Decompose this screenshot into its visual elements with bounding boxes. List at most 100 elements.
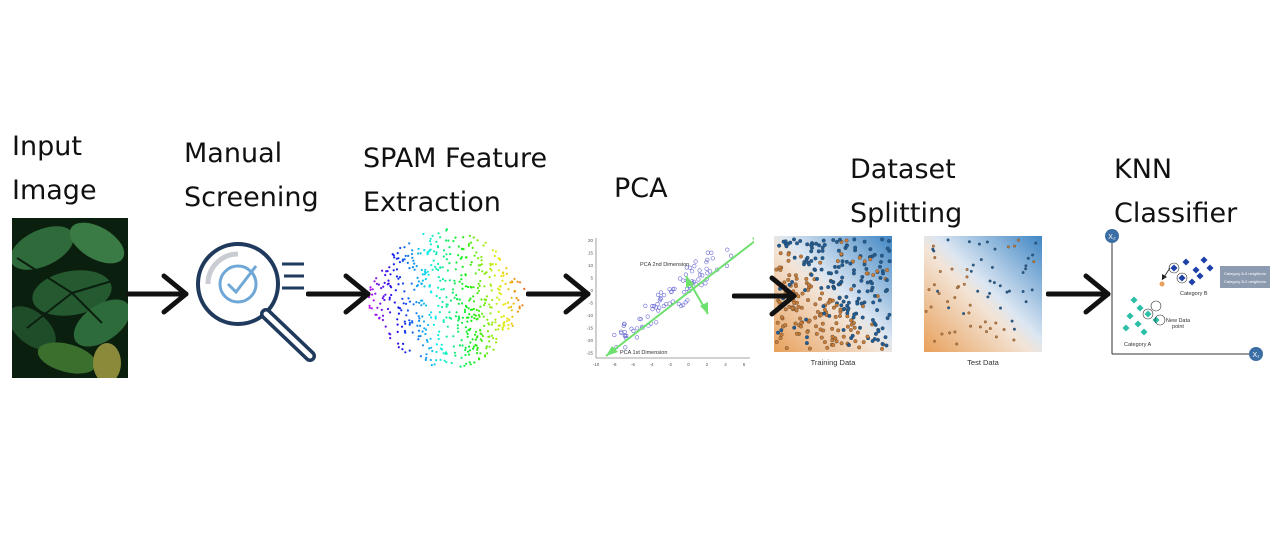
spam-point xyxy=(465,305,468,309)
spam-point xyxy=(457,254,460,257)
spam-point xyxy=(425,304,428,307)
split-data-point xyxy=(786,252,791,257)
split-data-point xyxy=(792,325,797,330)
category-a-point xyxy=(1136,304,1144,312)
test-data-label: Test Data xyxy=(967,358,1000,367)
arrow-spam-to-pca xyxy=(526,273,591,315)
spam-point xyxy=(430,346,433,349)
spam-point xyxy=(420,268,423,272)
category-b-point xyxy=(1182,258,1190,266)
spam-point xyxy=(484,301,487,305)
split-data-point xyxy=(965,268,969,271)
spam-point xyxy=(467,328,470,331)
pca-point xyxy=(661,292,667,298)
spam-point xyxy=(428,347,431,350)
spam-point xyxy=(459,257,462,260)
spam-point xyxy=(421,273,424,276)
category-a-point xyxy=(1140,328,1148,336)
spam-point xyxy=(417,335,420,338)
split-data-point xyxy=(862,239,867,244)
split-data-point xyxy=(839,341,844,346)
neighbor-ring xyxy=(1150,300,1162,312)
spam-point xyxy=(423,249,426,252)
spam-point xyxy=(437,232,440,235)
spam-point xyxy=(480,263,483,266)
spam-point xyxy=(456,327,459,330)
spam-point xyxy=(481,270,484,273)
spam-point xyxy=(513,289,516,293)
split-data-point xyxy=(820,291,824,296)
spam-point xyxy=(462,248,465,251)
split-data-point xyxy=(971,263,975,267)
split-data-point xyxy=(869,288,874,293)
knn-legend-line1: Category A:3 neighbors xyxy=(1224,271,1266,276)
split-data-point xyxy=(985,330,988,334)
neighbor-ring xyxy=(1142,308,1154,320)
split-data-point xyxy=(840,263,845,268)
spam-point xyxy=(480,255,483,258)
spam-point xyxy=(403,329,406,333)
dataset-splitting-title-line1: Dataset xyxy=(850,154,956,185)
split-data-point xyxy=(829,279,834,284)
spam-point xyxy=(425,356,428,359)
spam-point xyxy=(492,337,495,340)
spam-point xyxy=(454,236,457,239)
spam-point xyxy=(516,280,519,283)
spam-point xyxy=(420,304,423,307)
spam-point xyxy=(408,242,411,245)
split-data-point xyxy=(859,301,864,306)
pca-title-line1: PCA xyxy=(614,173,668,204)
spam-point xyxy=(495,337,498,340)
split-data-point xyxy=(937,292,941,295)
split-data-point xyxy=(788,240,793,245)
split-data-point xyxy=(805,242,810,247)
pca-point xyxy=(612,332,617,338)
spam-point xyxy=(393,301,396,304)
spam-point xyxy=(381,314,385,317)
pca-point xyxy=(672,286,677,291)
split-data-point xyxy=(873,293,877,298)
spam-point xyxy=(435,267,438,270)
spam-point xyxy=(479,279,482,283)
pca-y-tick: -10 xyxy=(586,313,593,318)
spam-point xyxy=(438,330,441,333)
split-data-point xyxy=(864,266,869,271)
spam-point xyxy=(396,318,399,321)
spam-point xyxy=(473,313,476,316)
category-a-point xyxy=(1134,320,1142,328)
split-data-point xyxy=(846,306,851,311)
spam-point xyxy=(418,301,421,304)
spam-point xyxy=(375,277,378,280)
spam-point xyxy=(448,246,451,249)
spam-point xyxy=(435,251,438,254)
split-data-point xyxy=(1008,289,1011,293)
spam-point xyxy=(516,310,520,313)
category-b-point xyxy=(1188,278,1196,286)
split-data-point xyxy=(831,238,836,242)
training-data-label: Training Data xyxy=(811,358,857,367)
spam-point xyxy=(395,275,398,278)
spam-point xyxy=(422,232,425,236)
spam-point xyxy=(465,330,468,333)
spam-point xyxy=(447,239,450,242)
spam-point xyxy=(476,239,479,242)
split-data-point xyxy=(877,298,882,303)
spam-point xyxy=(420,282,423,285)
split-data-point xyxy=(783,323,788,328)
spam-point xyxy=(389,337,392,340)
spam-point xyxy=(468,345,471,348)
x2-axis-badge xyxy=(1105,229,1119,243)
pca-point xyxy=(640,325,645,330)
pca-point xyxy=(622,321,627,327)
split-data-point xyxy=(885,246,890,251)
spam-point xyxy=(493,254,496,258)
split-data-point xyxy=(848,261,853,266)
spam-point xyxy=(483,285,486,288)
spam-point xyxy=(463,308,466,311)
spam-point xyxy=(440,288,443,291)
split-data-point xyxy=(818,260,823,265)
spam-point xyxy=(506,320,509,323)
spam-point xyxy=(412,303,415,306)
